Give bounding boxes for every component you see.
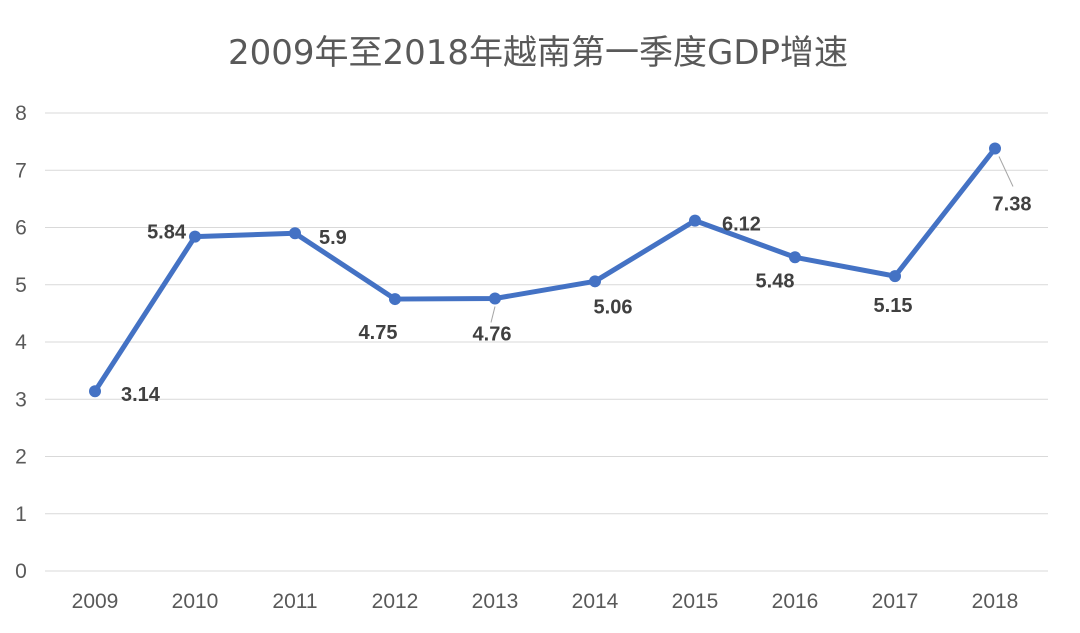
data-label-2017: 5.15 xyxy=(874,295,913,317)
data-point-2017 xyxy=(889,270,901,283)
leader-line xyxy=(998,156,1014,187)
data-label-2013: 4.76 xyxy=(473,323,512,345)
x-tick-label: 2018 xyxy=(972,590,1019,613)
x-tick-label: 2011 xyxy=(272,590,317,613)
x-tick-label: 2016 xyxy=(772,590,819,613)
chart-title: 2009年至2018年越南第一季度GDP增速 xyxy=(228,33,848,73)
y-tick-label: 7 xyxy=(15,159,27,182)
x-axis-ticks: 2009 2010 2011 2012 2013 2014 2015 2016 2017 2018 xyxy=(72,590,1019,613)
y-tick-label: 5 xyxy=(15,274,27,297)
x-tick-label: 2013 xyxy=(472,590,519,613)
x-tick-label: 2015 xyxy=(672,590,719,613)
data-point-2013 xyxy=(489,292,501,305)
data-label-2012: 4.75 xyxy=(359,322,398,344)
data-point-2016 xyxy=(789,251,801,264)
gridlines xyxy=(45,112,1048,572)
y-axis-ticks: 0 1 2 3 4 5 6 7 8 xyxy=(15,102,27,583)
y-tick-label: 6 xyxy=(15,217,27,240)
data-label-2015: 6.12 xyxy=(722,214,761,236)
data-label-2014: 5.06 xyxy=(594,296,633,318)
x-tick-label: 2017 xyxy=(872,590,919,613)
data-point-2011 xyxy=(289,227,301,240)
data-label-2018: 7.38 xyxy=(993,193,1032,215)
x-tick-label: 2009 xyxy=(72,590,119,613)
leader-line xyxy=(490,306,496,323)
data-label-2011: 5.9 xyxy=(319,227,347,249)
y-tick-label: 3 xyxy=(15,388,27,411)
data-label-2016: 5.48 xyxy=(756,270,795,292)
x-tick-label: 2014 xyxy=(572,590,619,613)
data-point-2010 xyxy=(189,230,201,243)
data-point-2012 xyxy=(389,293,401,306)
y-tick-label: 4 xyxy=(15,331,27,354)
data-point-2015 xyxy=(689,214,701,227)
data-label-2010: 5.84 xyxy=(147,222,187,244)
data-point-2014 xyxy=(589,275,601,288)
x-tick-label: 2010 xyxy=(172,590,219,613)
data-point-2009 xyxy=(89,385,101,398)
data-labels: 3.14 5.84 5.9 4.75 4.76 5.06 6.12 5.48 5.15 7.38 xyxy=(121,156,1031,406)
series-layer xyxy=(89,142,1001,398)
y-tick-label: 1 xyxy=(15,503,27,526)
data-label-2009: 3.14 xyxy=(121,384,161,406)
data-point-2018 xyxy=(989,142,1001,155)
y-tick-label: 0 xyxy=(15,560,27,583)
x-tick-label: 2012 xyxy=(372,590,419,613)
series-line xyxy=(92,145,998,394)
y-tick-label: 2 xyxy=(15,446,27,469)
y-tick-label: 8 xyxy=(15,102,27,125)
